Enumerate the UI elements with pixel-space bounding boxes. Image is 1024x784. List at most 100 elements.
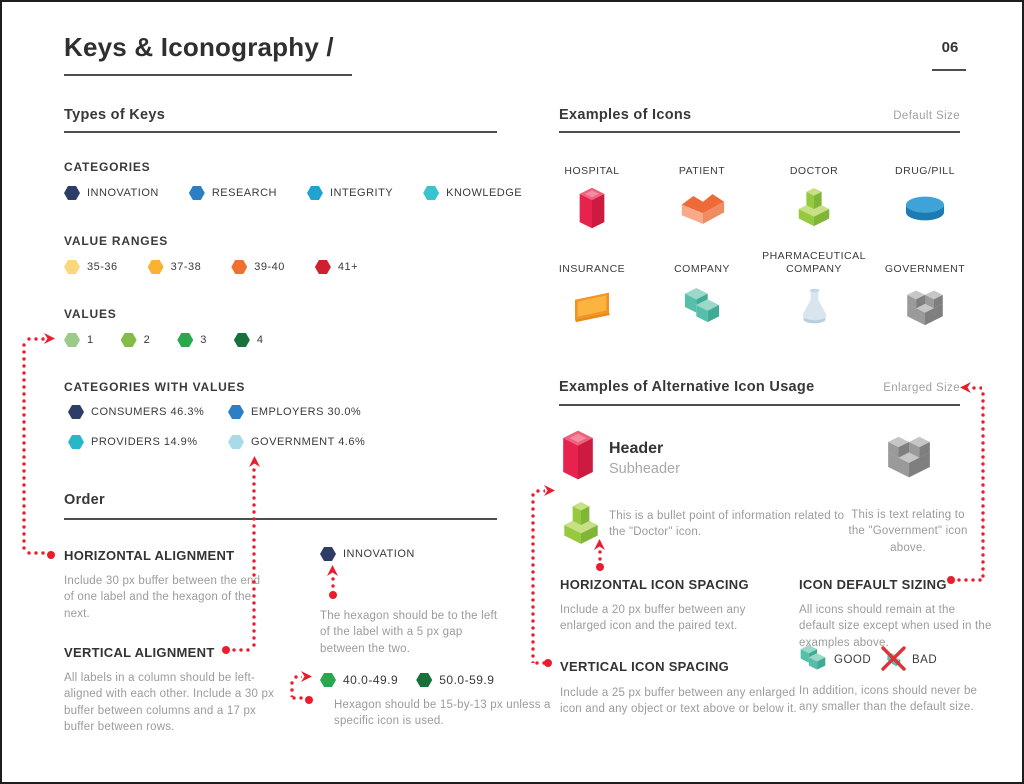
government-label: GOVERNMENT [884, 262, 966, 275]
connector-d-vertical-line [290, 681, 294, 697]
connector-a-bottom-line [27, 551, 45, 555]
categories-label: CATEGORIES [64, 160, 151, 174]
page-number: 06 [941, 39, 959, 56]
legend-label: 1 [87, 334, 94, 346]
hexagon-size-legend: 40.0-49.9 50.0-59.9 [320, 673, 494, 687]
legend-item: INNOVATION [320, 547, 415, 561]
hexagon-icon [314, 260, 331, 274]
examples-of-icons-rule [559, 131, 960, 133]
legend-item: 40.0-49.9 [320, 673, 398, 687]
innovation-example-legend: INNOVATION [320, 547, 415, 561]
connector-e-arrow-icon [960, 382, 971, 393]
legend-item: 50.0-59.9 [416, 673, 494, 687]
insurance-icon [575, 292, 610, 323]
legend-label: GOVERNMENT 4.6% [251, 436, 366, 448]
connector-b-arrow-icon [249, 456, 260, 467]
legend-label: RESEARCH [211, 187, 277, 199]
legend-label: PROVIDERS 14.9% [91, 436, 198, 448]
hexagon-icon [68, 435, 84, 449]
hospital-label: HOSPITAL [564, 164, 620, 177]
hexagon-icon [423, 186, 440, 200]
horizontal-alignment-body: Include 30 px buffer between the end of … [64, 575, 261, 620]
hexagon-icon [306, 186, 323, 200]
connector-f-bottom-line [535, 661, 545, 665]
hexagon-icon [147, 260, 164, 274]
hexagon-icon [64, 333, 80, 347]
hospital-icon [579, 187, 605, 229]
icon-cell-patient: PATIENT [647, 152, 757, 234]
header-example-subtitle: Subheader [609, 461, 680, 477]
connector-e-dot [947, 576, 955, 584]
bad-crossed-icon [881, 646, 906, 671]
pharmaceutical-company-icon [802, 288, 826, 323]
legend-label: CONSUMERS 46.3% [91, 406, 205, 418]
legend-item: INNOVATION [64, 186, 159, 200]
value-ranges-label: VALUE RANGES [64, 234, 169, 248]
page-number-rule [932, 69, 966, 71]
bad-label: BAD [912, 654, 938, 666]
connector-a-vertical-line [22, 343, 26, 553]
hexagon-icon [228, 405, 244, 419]
legend-item: 35-36 [64, 260, 118, 274]
header-example-title: Header [609, 440, 664, 457]
types-of-keys-rule [64, 131, 497, 133]
legend-item: 41+ [314, 260, 359, 274]
connector-d-top-line [294, 675, 302, 679]
government-relating-note: This is text relating to the "Government… [848, 509, 968, 554]
icon-cell-company: COMPANY [647, 250, 757, 332]
legend-item: GOVERNMENT 4.6% [228, 435, 365, 449]
legend-label: INNOVATION [343, 548, 415, 560]
hexagon-icon [64, 186, 80, 200]
icon-cell-insurance: INSURANCE [537, 250, 647, 332]
legend-label: 4 [256, 334, 264, 346]
hexagon-icon [228, 435, 244, 449]
legend-item: 2 [120, 333, 151, 347]
icon-default-sizing-title: ICON DEFAULT SIZING [799, 577, 947, 592]
legend-item: PROVIDERS 14.9% [68, 435, 228, 449]
hexagon-size-note: Hexagon should be 15-by-13 px unless a s… [334, 699, 551, 728]
hexagon-icon [120, 333, 137, 347]
legend-label: INNOVATION [87, 187, 159, 199]
icon-cell-government: GOVERNMENT [870, 250, 980, 332]
drug-pill-icon [905, 196, 945, 220]
vertical-alignment-title: VERTICAL ALIGNMENT [64, 645, 215, 660]
icon-cell-pharmaceutical-company: PHARMACEUTICAL COMPANY [759, 250, 869, 332]
insurance-label: INSURANCE [558, 262, 626, 275]
horizontal-icon-spacing-body: Include a 20 px buffer between any enlar… [560, 604, 746, 633]
icon-cell-hospital: HOSPITAL [537, 152, 647, 234]
hexagon-icon [64, 260, 80, 274]
values-label: VALUES [64, 307, 117, 321]
default-size-label: Default Size [893, 110, 960, 122]
vertical-icon-spacing-body: Include a 25 px buffer between any enlar… [560, 687, 797, 716]
drug-pill-label: DRUG/PILL [895, 164, 955, 177]
connector-b-dot [222, 646, 230, 654]
connector-g-line [598, 550, 602, 562]
legend-item: 39-40 [231, 260, 285, 274]
innovation-example-note: The hexagon should be to the left of the… [320, 610, 498, 655]
legend-label: INTEGRITY [329, 187, 394, 199]
legend-label: 39-40 [254, 261, 285, 273]
horizontal-alignment-title: HORIZONTAL ALIGNMENT [64, 548, 235, 563]
good-label: GOOD [834, 654, 872, 666]
icon-cell-doctor: DOCTOR [759, 152, 869, 234]
categories-with-values-legend: CONSUMERS 46.3% EMPLOYERS 30.0% PROVIDERS … [68, 405, 365, 449]
vertical-alignment-body: All labels in a column should be left-al… [64, 672, 275, 733]
patient-icon [681, 193, 725, 224]
legend-label: EMPLOYERS 30.0% [251, 406, 362, 418]
connector-c-dot [329, 591, 337, 599]
title-rule [64, 74, 352, 76]
connector-e-top-line [972, 386, 982, 390]
hexagon-icon [231, 260, 248, 274]
value-ranges-legend: 35-36 37-38 39-40 41+ [64, 260, 358, 274]
doctor-icon [798, 188, 830, 227]
section-title-types-of-keys: Types of Keys [64, 107, 166, 123]
connector-c-line [331, 577, 335, 590]
legend-item: 4 [233, 333, 264, 347]
connector-g-dot [596, 563, 604, 571]
legend-label: 41+ [337, 261, 359, 273]
legend-item: 3 [177, 333, 207, 347]
section-title-order: Order [64, 492, 105, 508]
section-title-alternative-usage: Examples of Alternative Icon Usage [559, 379, 815, 395]
legend-item: 37-38 [147, 260, 202, 274]
